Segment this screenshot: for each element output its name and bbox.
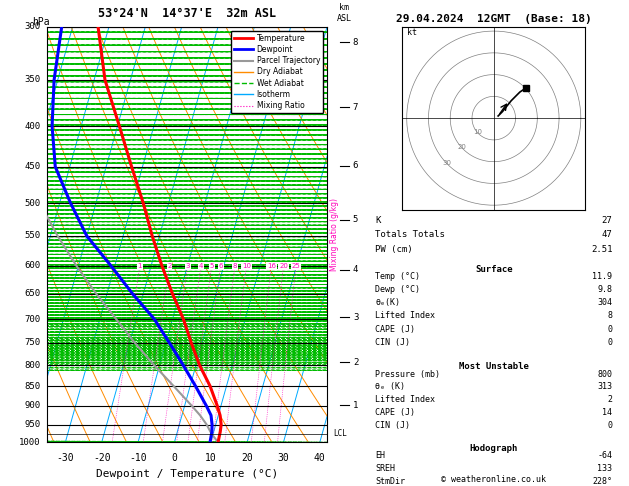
Text: hPa: hPa: [32, 17, 50, 27]
Text: 9.8: 9.8: [598, 285, 613, 294]
Text: 800: 800: [598, 369, 613, 379]
Text: Most Unstable: Most Unstable: [459, 362, 529, 371]
Text: Pressure (mb): Pressure (mb): [375, 369, 440, 379]
Text: 14: 14: [603, 408, 613, 417]
Text: Hodograph: Hodograph: [470, 444, 518, 453]
Text: 30: 30: [442, 160, 451, 166]
Text: Dewpoint / Temperature (°C): Dewpoint / Temperature (°C): [96, 469, 278, 479]
Text: 6: 6: [353, 161, 359, 171]
Text: 4: 4: [353, 265, 359, 275]
Text: Lifted Index: Lifted Index: [375, 312, 435, 320]
Text: 8: 8: [353, 38, 359, 47]
Text: Mixing Ratio (g/kg): Mixing Ratio (g/kg): [330, 198, 339, 271]
Text: 1000: 1000: [19, 438, 40, 447]
Text: K: K: [375, 216, 381, 225]
Text: 2.51: 2.51: [591, 245, 613, 254]
Text: 750: 750: [24, 338, 40, 347]
Text: 0: 0: [172, 452, 177, 463]
Text: 20: 20: [242, 452, 253, 463]
Text: CIN (J): CIN (J): [375, 421, 410, 430]
Text: θₑ (K): θₑ (K): [375, 382, 405, 391]
Text: 1: 1: [353, 400, 359, 410]
Text: -20: -20: [93, 452, 111, 463]
Text: 10: 10: [205, 452, 216, 463]
Text: 0: 0: [608, 325, 613, 333]
Text: 20: 20: [458, 144, 467, 151]
Text: LCL: LCL: [333, 429, 347, 438]
Text: kt: kt: [407, 29, 416, 37]
Text: 350: 350: [24, 75, 40, 85]
Text: 5: 5: [353, 215, 359, 225]
Text: CAPE (J): CAPE (J): [375, 408, 415, 417]
Text: -64: -64: [598, 451, 613, 461]
Text: 40: 40: [314, 452, 326, 463]
Text: 29.04.2024  12GMT  (Base: 18): 29.04.2024 12GMT (Base: 18): [396, 14, 592, 24]
Text: Surface: Surface: [475, 265, 513, 274]
Text: SREH: SREH: [375, 465, 395, 473]
Text: 3: 3: [353, 312, 359, 322]
Text: 950: 950: [24, 420, 40, 429]
Text: 450: 450: [24, 162, 40, 171]
Text: EH: EH: [375, 451, 385, 461]
Text: 500: 500: [24, 199, 40, 208]
Text: 30: 30: [277, 452, 289, 463]
Text: -30: -30: [57, 452, 74, 463]
Text: 900: 900: [24, 401, 40, 410]
Text: 313: 313: [598, 382, 613, 391]
Text: θₑ(K): θₑ(K): [375, 298, 400, 307]
Text: 2: 2: [608, 395, 613, 404]
Text: 10: 10: [242, 263, 251, 269]
Text: 11.9: 11.9: [593, 272, 613, 281]
Text: km
ASL: km ASL: [337, 3, 352, 22]
Text: 53°24'N  14°37'E  32m ASL: 53°24'N 14°37'E 32m ASL: [98, 7, 276, 20]
Text: 133: 133: [598, 465, 613, 473]
Text: 304: 304: [598, 298, 613, 307]
Text: 800: 800: [24, 361, 40, 370]
Text: 16: 16: [267, 263, 276, 269]
Text: Temp (°C): Temp (°C): [375, 272, 420, 281]
Text: 0: 0: [608, 338, 613, 347]
Text: CIN (J): CIN (J): [375, 338, 410, 347]
Text: StmDir: StmDir: [375, 477, 405, 486]
Text: 850: 850: [24, 382, 40, 391]
Text: © weatheronline.co.uk: © weatheronline.co.uk: [442, 474, 546, 484]
Text: 4: 4: [199, 263, 203, 269]
Text: 20: 20: [279, 263, 288, 269]
Text: 550: 550: [24, 231, 40, 241]
Text: 27: 27: [602, 216, 613, 225]
Legend: Temperature, Dewpoint, Parcel Trajectory, Dry Adiabat, Wet Adiabat, Isotherm, Mi: Temperature, Dewpoint, Parcel Trajectory…: [231, 31, 323, 113]
Text: 1: 1: [138, 263, 142, 269]
Text: 47: 47: [602, 230, 613, 240]
Text: Lifted Index: Lifted Index: [375, 395, 435, 404]
Text: 5: 5: [209, 263, 214, 269]
Text: 8: 8: [608, 312, 613, 320]
Text: CAPE (J): CAPE (J): [375, 325, 415, 333]
Text: 300: 300: [24, 22, 40, 31]
Text: 2: 2: [353, 358, 359, 367]
Text: 700: 700: [24, 314, 40, 324]
Text: 6: 6: [218, 263, 223, 269]
Text: 600: 600: [24, 261, 40, 270]
Text: 2: 2: [167, 263, 172, 269]
Text: 3: 3: [186, 263, 190, 269]
Text: 228°: 228°: [593, 477, 613, 486]
Text: Totals Totals: Totals Totals: [375, 230, 445, 240]
Text: PW (cm): PW (cm): [375, 245, 413, 254]
Text: 650: 650: [24, 289, 40, 298]
Text: -10: -10: [129, 452, 147, 463]
Text: 25: 25: [292, 263, 301, 269]
Text: 8: 8: [233, 263, 237, 269]
Text: 0: 0: [608, 421, 613, 430]
Text: Dewp (°C): Dewp (°C): [375, 285, 420, 294]
Text: 10: 10: [474, 129, 482, 135]
Text: 7: 7: [353, 103, 359, 112]
Text: 400: 400: [24, 122, 40, 131]
